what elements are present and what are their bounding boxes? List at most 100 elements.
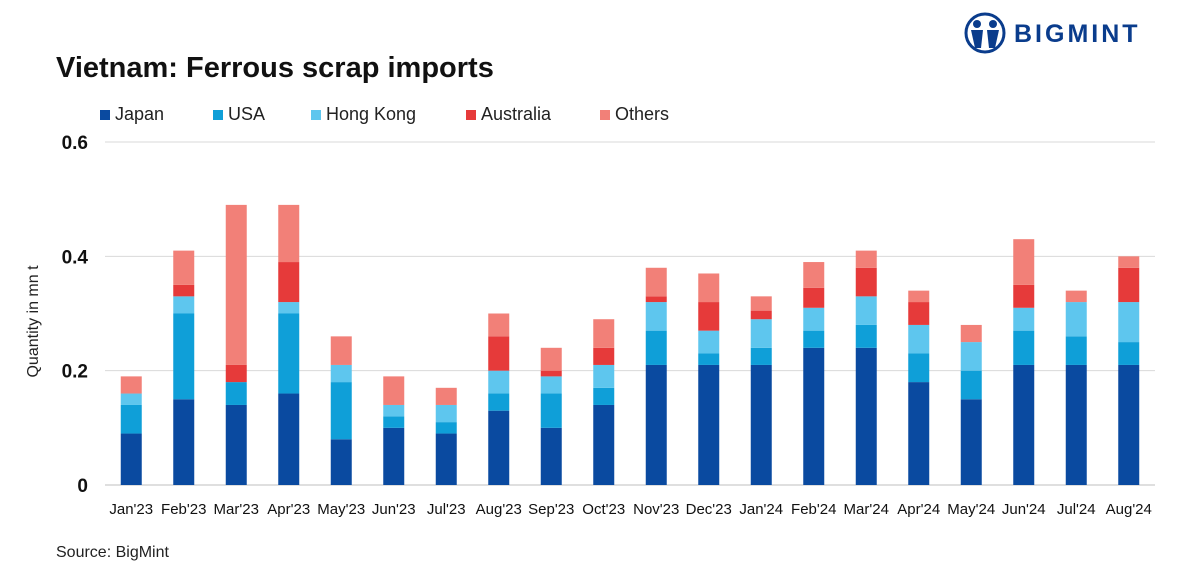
bar-japan-14 <box>855 347 877 485</box>
x-tick-label-9: Oct'23 <box>582 501 625 518</box>
bar-usa-16 <box>960 370 982 400</box>
bar-japan-12 <box>750 364 772 485</box>
legend-item-hong-kong: Hong Kong <box>311 104 416 125</box>
bar-australia-14 <box>855 267 877 297</box>
legend-swatch-japan <box>100 109 110 120</box>
y-tick-label-2: 0.4 <box>62 247 89 268</box>
chart-title: Vietnam: Ferrous scrap imports <box>56 52 494 84</box>
x-tick-label-6: Jul'23 <box>427 501 466 518</box>
bar-usa-6 <box>435 422 457 434</box>
bar-australia-8 <box>540 370 562 377</box>
legend-item-japan: Japan <box>100 104 164 125</box>
bar-australia-1 <box>173 284 195 297</box>
bar-hong-kong-4 <box>330 364 352 383</box>
bar-hong-kong-6 <box>435 404 457 423</box>
bar-japan-1 <box>173 399 195 485</box>
x-tick-label-10: Nov'23 <box>633 501 679 518</box>
bar-hong-kong-16 <box>960 342 982 371</box>
bar-usa-15 <box>908 353 930 383</box>
bar-australia-2 <box>225 364 247 383</box>
x-tick-label-17: Jun'24 <box>1002 501 1046 518</box>
bar-japan-9 <box>593 404 615 485</box>
bar-others-18 <box>1065 290 1087 303</box>
bar-usa-11 <box>698 353 720 365</box>
bar-hong-kong-9 <box>593 364 615 388</box>
legend-label-hong-kong: Hong Kong <box>326 104 417 124</box>
bar-japan-11 <box>698 364 720 485</box>
bar-others-4 <box>330 336 352 365</box>
x-tick-label-0: Jan'23 <box>109 501 153 518</box>
bar-usa-12 <box>750 347 772 365</box>
x-tick-label-13: Feb'24 <box>791 501 836 518</box>
bar-others-1 <box>173 250 195 285</box>
bar-usa-17 <box>1013 330 1035 365</box>
bar-australia-11 <box>698 302 720 331</box>
bar-others-17 <box>1013 239 1035 285</box>
bar-japan-5 <box>383 427 405 485</box>
bar-japan-4 <box>330 439 352 485</box>
bar-usa-9 <box>593 387 615 405</box>
bar-australia-7 <box>488 336 510 371</box>
bar-usa-19 <box>1118 342 1140 365</box>
bar-hong-kong-13 <box>803 307 825 331</box>
bar-others-16 <box>960 324 982 343</box>
bar-usa-14 <box>855 324 877 348</box>
bar-usa-13 <box>803 330 825 348</box>
legend-swatch-australia <box>466 109 476 120</box>
bar-usa-4 <box>330 382 352 440</box>
bar-usa-0 <box>120 404 142 434</box>
x-tick-label-11: Dec'23 <box>686 501 732 518</box>
bar-hong-kong-10 <box>645 302 667 331</box>
x-tick-label-14: Mar'24 <box>844 501 889 518</box>
bar-usa-10 <box>645 330 667 365</box>
bar-japan-13 <box>803 347 825 485</box>
bar-usa-2 <box>225 382 247 405</box>
bar-japan-18 <box>1065 364 1087 485</box>
bar-others-15 <box>908 290 930 303</box>
bar-hong-kong-18 <box>1065 302 1087 337</box>
brand-logo: BIGMINT <box>964 12 1176 54</box>
bar-others-11 <box>698 273 720 303</box>
bigmint-logo-icon <box>964 12 1006 54</box>
bar-hong-kong-14 <box>855 296 877 325</box>
bar-others-3 <box>278 204 300 263</box>
bar-hong-kong-11 <box>698 330 720 354</box>
bar-japan-15 <box>908 382 930 485</box>
bar-others-6 <box>435 387 457 405</box>
x-tick-label-18: Jul'24 <box>1057 501 1096 518</box>
legend-label-australia: Australia <box>481 104 552 124</box>
x-tick-label-8: Sep'23 <box>528 501 574 518</box>
bar-hong-kong-1 <box>173 296 195 314</box>
x-tick-label-15: Apr'24 <box>897 501 940 518</box>
bar-hong-kong-15 <box>908 324 930 354</box>
bar-usa-1 <box>173 313 195 400</box>
legend-label-japan: Japan <box>115 104 165 124</box>
bar-japan-8 <box>540 427 562 485</box>
bar-australia-17 <box>1013 284 1035 308</box>
y-tick-label-1: 0.2 <box>62 362 88 383</box>
legend-swatch-hong-kong <box>311 109 321 120</box>
bar-usa-18 <box>1065 336 1087 365</box>
bar-others-19 <box>1118 256 1140 268</box>
bar-others-8 <box>540 347 562 371</box>
legend-label-others: Others <box>615 104 670 124</box>
bar-australia-12 <box>750 310 772 320</box>
x-tick-label-5: Jun'23 <box>372 501 416 518</box>
x-tick-label-1: Feb'23 <box>161 501 206 518</box>
bar-australia-3 <box>278 262 300 303</box>
legend-item-usa: USA <box>213 104 265 125</box>
bar-hong-kong-5 <box>383 404 405 417</box>
bar-hong-kong-19 <box>1118 302 1140 343</box>
bar-hong-kong-0 <box>120 393 142 405</box>
legend-swatch-usa <box>213 109 223 120</box>
bar-japan-7 <box>488 410 510 485</box>
bar-japan-16 <box>960 399 982 485</box>
bar-others-5 <box>383 376 405 405</box>
bar-others-14 <box>855 250 877 268</box>
legend-item-others: Others <box>600 104 669 125</box>
bar-usa-8 <box>540 393 562 428</box>
x-tick-label-3: Apr'23 <box>267 501 310 518</box>
bar-japan-10 <box>645 364 667 485</box>
source-note: Source: BigMint <box>56 544 169 561</box>
bar-hong-kong-7 <box>488 370 510 394</box>
